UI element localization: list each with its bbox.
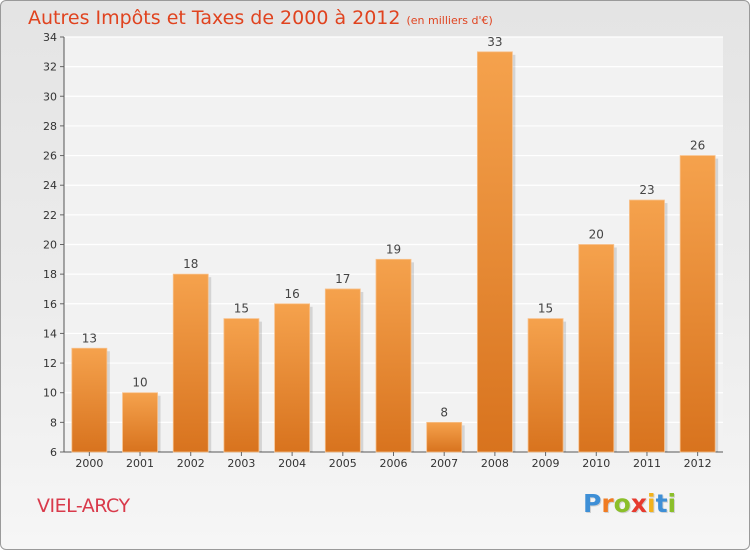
x-tick-label: 2007 xyxy=(430,457,458,470)
x-tick-label: 2009 xyxy=(532,457,560,470)
logo-letter: r xyxy=(601,489,614,518)
bar xyxy=(476,51,513,453)
data-label: 19 xyxy=(386,242,401,256)
x-tick-label: 2012 xyxy=(684,457,712,470)
data-label: 23 xyxy=(639,183,654,197)
chart-title: Autres Impôts et Taxes de 2000 à 2012 (en… xyxy=(28,7,493,29)
y-tick-label: 34 xyxy=(43,31,57,44)
data-label: 18 xyxy=(183,257,198,271)
chart-title-text: Autres Impôts et Taxes de 2000 à 2012 xyxy=(28,7,401,29)
y-tick-label: 18 xyxy=(43,268,57,281)
data-label: 17 xyxy=(335,272,350,286)
bar xyxy=(527,318,564,453)
logo-letter: x xyxy=(630,489,647,518)
y-tick-label: 28 xyxy=(43,120,57,133)
data-label: 15 xyxy=(538,302,553,316)
bar xyxy=(426,421,463,453)
proxiti-logo: Proxiti xyxy=(583,489,676,518)
data-label: 20 xyxy=(589,228,604,242)
bar xyxy=(274,303,311,453)
logo-letter: t xyxy=(655,489,668,518)
chart-unit-label: (en milliers d'€) xyxy=(406,14,493,27)
bar xyxy=(223,318,260,453)
logo-letter: i xyxy=(647,489,656,518)
y-tick-label: 12 xyxy=(43,357,57,370)
y-tick-label: 20 xyxy=(43,239,57,252)
bar xyxy=(71,347,108,453)
data-label: 33 xyxy=(487,35,502,49)
x-tick-label: 2000 xyxy=(75,457,103,470)
x-tick-label: 2005 xyxy=(329,457,357,470)
bar xyxy=(375,258,412,453)
data-label: 15 xyxy=(234,302,249,316)
y-tick-label: 32 xyxy=(43,61,57,74)
data-label: 8 xyxy=(440,405,448,419)
commune-name: VIEL-ARCY xyxy=(37,495,130,517)
bar xyxy=(172,273,209,453)
y-tick-label: 6 xyxy=(50,446,57,459)
y-tick-label: 30 xyxy=(43,90,57,103)
x-tick-label: 2001 xyxy=(126,457,154,470)
y-tick-label: 22 xyxy=(43,209,57,222)
bar xyxy=(122,392,158,453)
bar xyxy=(629,199,665,453)
data-label: 10 xyxy=(132,376,147,390)
bar xyxy=(578,244,615,453)
x-tick-label: 2011 xyxy=(633,457,661,470)
data-label: 26 xyxy=(690,139,705,153)
logo-letter: i xyxy=(667,489,677,518)
x-tick-label: 2006 xyxy=(380,457,408,470)
data-label: 13 xyxy=(82,331,97,345)
x-tick-label: 2008 xyxy=(481,457,509,470)
logo-letter: o xyxy=(613,489,631,518)
x-tick-label: 2002 xyxy=(177,457,205,470)
x-tick-label: 2004 xyxy=(278,457,306,470)
y-tick-label: 26 xyxy=(43,150,57,163)
bar xyxy=(679,155,716,453)
bar xyxy=(324,288,361,453)
logo-letter: P xyxy=(583,489,602,518)
y-tick-label: 10 xyxy=(43,387,57,400)
y-tick-label: 14 xyxy=(43,327,57,340)
x-tick-label: 2003 xyxy=(227,457,255,470)
y-tick-label: 8 xyxy=(50,416,57,429)
data-label: 16 xyxy=(284,287,299,301)
y-tick-label: 24 xyxy=(43,179,57,192)
y-tick-label: 16 xyxy=(43,298,57,311)
x-tick-label: 2010 xyxy=(582,457,610,470)
